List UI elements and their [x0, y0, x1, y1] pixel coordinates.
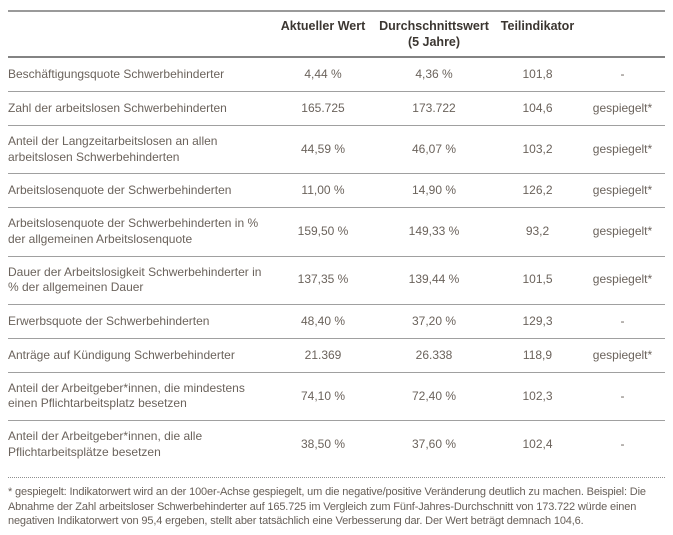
cell-subindicator: 126,2 — [522, 183, 553, 198]
row-label: Anteil der Arbeitgeber*innen, die alle P… — [8, 429, 203, 459]
cell-current-value: 38,50 % — [300, 436, 346, 451]
cell-current-value: 74,10 % — [300, 388, 346, 403]
cell-subindicator: 102,4 — [522, 436, 553, 451]
row-label: Arbeitslosenquote der Schwerbehinderten — [8, 183, 232, 198]
column-header-average-value: Durchschnittswert (5 Jahre) — [373, 19, 495, 50]
table-row: Anteil der Langzeitarbeitslosen an allen… — [8, 126, 665, 175]
table-row: Anteil der Arbeitgeber*innen, die alle P… — [8, 421, 665, 468]
cell-note: gespiegelt* — [592, 347, 653, 362]
table-row: Beschäftigungsquote Schwerbehinderter 4,4… — [8, 58, 665, 93]
column-header-subindicator: Teilindikator — [500, 19, 575, 33]
cell-current-value: 21.369 — [304, 347, 342, 362]
cell-note: gespiegelt* — [592, 100, 653, 115]
table-row: Erwerbsquote der Schwerbehinderten 48,40 … — [8, 305, 665, 339]
cell-note: gespiegelt* — [592, 224, 653, 239]
row-label: Beschäftigungsquote Schwerbehinderter — [8, 66, 225, 81]
cell-subindicator: 104,6 — [522, 100, 553, 115]
table-row: Arbeitslosenquote der Schwerbehinderten 1… — [8, 174, 665, 209]
cell-note: gespiegelt* — [592, 142, 653, 157]
column-header-note — [580, 19, 665, 50]
cell-average-value: 26.338 — [415, 347, 453, 362]
row-label: Erwerbsquote der Schwerbehinderten — [8, 313, 210, 328]
cell-subindicator: 101,5 — [522, 272, 553, 287]
column-header-average-line1: Durchschnittswert — [379, 19, 489, 33]
cell-subindicator: 118,9 — [522, 347, 553, 362]
cell-average-value: 139,44 % — [408, 272, 460, 287]
cell-current-value: 165.725 — [301, 100, 345, 115]
cell-average-value: 4,36 % — [415, 66, 453, 81]
cell-average-value: 72,40 % — [411, 388, 457, 403]
column-header-label — [8, 19, 273, 50]
cell-average-value: 173.722 — [412, 100, 456, 115]
cell-average-value: 37,20 % — [411, 313, 457, 328]
table-row: Dauer der Arbeitslosigkeit Schwerbehinde… — [8, 257, 665, 305]
row-label: Anteil der Langzeitarbeitslosen an allen… — [8, 134, 218, 164]
table-row: Anteil der Arbeitgeber*innen, die mindes… — [8, 373, 665, 421]
cell-note: - — [620, 436, 625, 451]
column-header-average-line2: (5 Jahre) — [407, 34, 461, 49]
cell-note: - — [620, 388, 625, 403]
cell-subindicator: 102,3 — [522, 388, 553, 403]
cell-subindicator: 129,3 — [522, 313, 553, 328]
cell-average-value: 37,60 % — [411, 436, 457, 451]
cell-current-value: 159,50 % — [297, 224, 349, 239]
cell-current-value: 44,59 % — [300, 142, 346, 157]
footnote-text: * gespiegelt: Indikatorwert wird an der … — [8, 477, 665, 529]
table-header-row: Aktueller Wert Durchschnittswert (5 Jahr… — [8, 12, 665, 59]
cell-current-value: 4,44 % — [304, 66, 342, 81]
row-label: Zahl der arbeitslosen Schwerbehinderten — [8, 100, 227, 115]
row-label: Anteil der Arbeitgeber*innen, die mindes… — [8, 380, 245, 411]
row-label: Arbeitslosenquote der Schwerbehinderten … — [8, 216, 259, 247]
cell-subindicator: 103,2 — [522, 142, 553, 157]
cell-subindicator: 93,2 — [525, 224, 550, 239]
row-label: Anträge auf Kündigung Schwerbehinderter — [8, 347, 235, 362]
table-body: Beschäftigungsquote Schwerbehinderter 4,4… — [8, 58, 665, 468]
column-header-current-value: Aktueller Wert — [280, 19, 366, 33]
table-row: Zahl der arbeitslosen Schwerbehinderten 1… — [8, 92, 665, 127]
cell-note: gespiegelt* — [592, 183, 653, 198]
cell-current-value: 11,00 % — [301, 183, 345, 198]
indicator-table: Aktueller Wert Durchschnittswert (5 Jahr… — [8, 10, 665, 468]
table-row: Arbeitslosenquote der Schwerbehinderten … — [8, 208, 665, 257]
cell-note: gespiegelt* — [592, 272, 653, 287]
cell-note: - — [620, 313, 625, 328]
cell-note: - — [620, 66, 625, 81]
cell-average-value: 149,33 % — [408, 224, 460, 239]
row-label: Dauer der Arbeitslosigkeit Schwerbehinde… — [8, 264, 262, 295]
cell-average-value: 14,90 % — [411, 183, 457, 198]
cell-average-value: 46,07 % — [411, 142, 457, 157]
cell-subindicator: 101,8 — [522, 66, 553, 81]
cell-current-value: 137,35 % — [297, 272, 349, 287]
cell-current-value: 48,40 % — [300, 313, 346, 328]
table-row: Anträge auf Kündigung Schwerbehinderter 2… — [8, 339, 665, 373]
